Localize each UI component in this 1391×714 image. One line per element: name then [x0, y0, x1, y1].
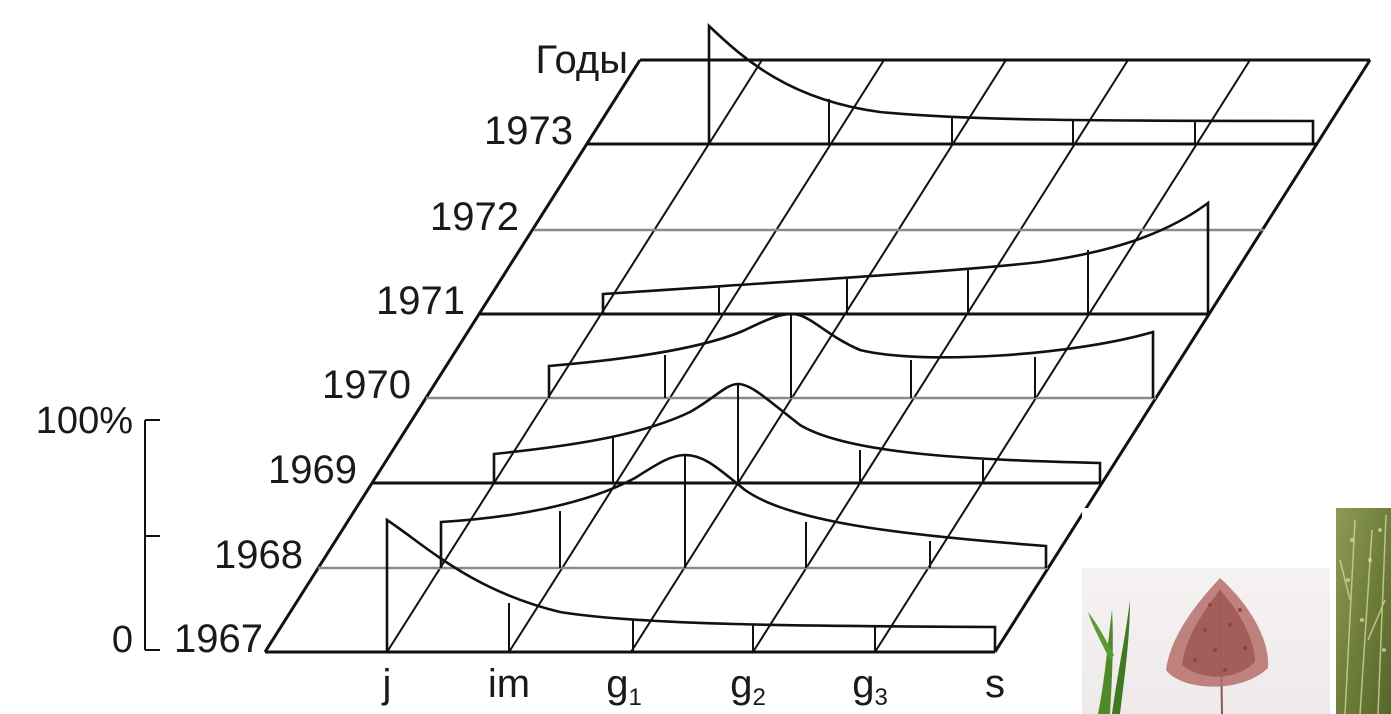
year-labels: Годы 1973 1972 1971 1970 1969 1968 1967 [174, 38, 628, 661]
distribution-1967 [385, 517, 997, 652]
axis-title: Годы [536, 38, 628, 82]
distribution-1971 [601, 200, 1210, 314]
year-label: 1973 [484, 109, 573, 153]
category-label: im [488, 662, 530, 706]
scale-bottom-label: 0 [112, 619, 133, 661]
category-labels: j im g1 g2 g3 s [382, 662, 1005, 711]
distribution-1969 [492, 382, 1102, 483]
year-label: 1968 [214, 533, 303, 577]
distribution-1968 [439, 453, 1048, 568]
category-grid-lines [386, 59, 1251, 653]
category-label: g1 [606, 662, 642, 711]
year-label: 1967 [174, 617, 263, 661]
grass-field-photo [1336, 508, 1391, 714]
distribution-1973 [707, 22, 1315, 144]
year-label: 1970 [322, 363, 411, 407]
year-label: 1972 [430, 195, 519, 239]
grass-panicle-photo [1082, 508, 1330, 714]
year-label: 1971 [376, 279, 465, 323]
category-label: g2 [730, 662, 766, 711]
year-label: 1969 [268, 448, 357, 492]
distribution-1970 [547, 312, 1155, 398]
category-label: j [382, 662, 392, 706]
category-label: s [985, 662, 1005, 706]
category-label: g3 [852, 662, 888, 711]
scale-top-label: 100% [36, 400, 133, 442]
percentage-scale: 100% 0 [36, 400, 160, 661]
